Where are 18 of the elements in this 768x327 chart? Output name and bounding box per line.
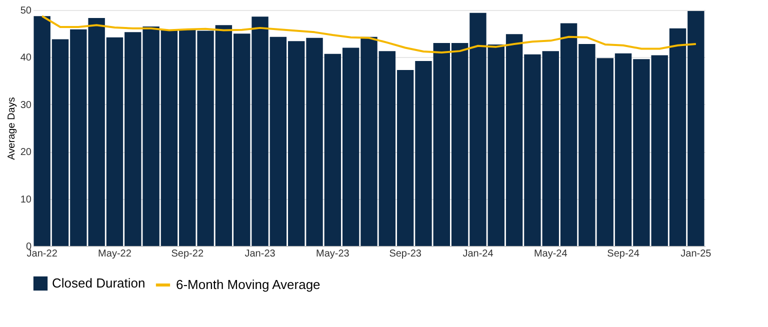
y-axis-title: Average Days <box>6 97 18 160</box>
x-tick-label: Jan-24 <box>462 248 494 260</box>
x-tick-label: Sep-24 <box>607 248 640 260</box>
y-tick-label: 20 <box>20 147 32 158</box>
y-tick-label: 50 <box>20 6 32 16</box>
x-tick-label: Jan-23 <box>244 248 276 260</box>
x-tick-label: Sep-22 <box>171 248 204 260</box>
y-tick-label: 10 <box>20 194 32 206</box>
legend-label: Closed Duration <box>52 276 146 290</box>
legend-label: 6-Month Moving Average <box>176 277 320 292</box>
x-tick-label: Jan-25 <box>680 248 712 260</box>
y-tick-label: 40 <box>20 52 32 64</box>
y-tick-label: 30 <box>20 100 32 111</box>
x-tick-label: May-23 <box>316 248 350 260</box>
x-tick-label: Sep-23 <box>389 248 422 260</box>
x-tick-label: Jan-22 <box>26 248 58 260</box>
x-tick-label: May-22 <box>98 248 132 260</box>
x-tick-label: May-24 <box>534 248 568 260</box>
